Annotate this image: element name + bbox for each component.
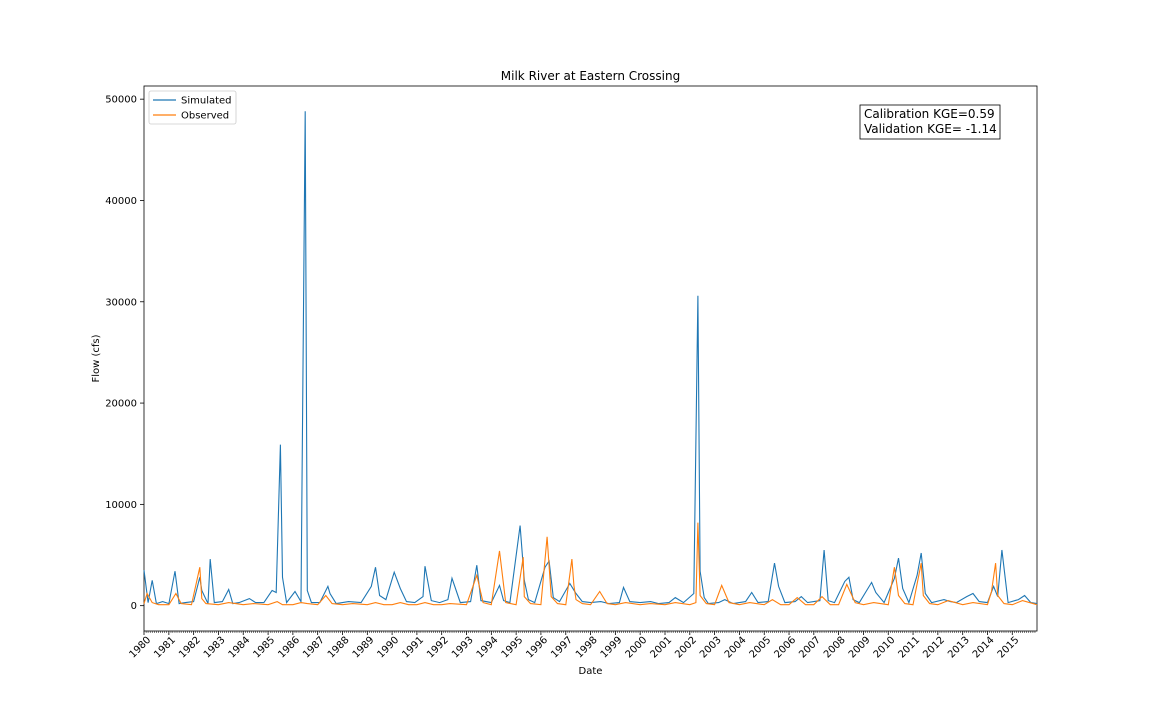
x-tick-label: 1981 — [152, 635, 178, 661]
x-tick-label: 1982 — [177, 635, 203, 661]
x-tick-label: 2004 — [723, 635, 749, 661]
x-tick-label: 1988 — [326, 635, 352, 661]
x-tick-label: 1992 — [425, 635, 451, 661]
x-tick-label: 2015 — [996, 635, 1022, 661]
x-tick-label: 2001 — [648, 635, 674, 661]
x-tick-label: 2003 — [698, 635, 724, 661]
x-tick-label: 1989 — [351, 635, 377, 661]
series-layer — [143, 111, 1038, 606]
x-tick-label: 2012 — [921, 635, 947, 661]
x-tick-label: 2002 — [673, 635, 699, 661]
x-tick-label: 1991 — [400, 635, 426, 661]
x-tick-label: 1996 — [524, 635, 550, 661]
x-tick-label: 1995 — [500, 635, 526, 661]
y-tick-label: 40000 — [105, 196, 137, 207]
kge-annotation-box — [859, 104, 1001, 140]
y-tick-label: 20000 — [105, 399, 137, 410]
x-tick-label: 1984 — [227, 635, 253, 661]
x-tick-label: 1986 — [276, 635, 302, 661]
x-axis: 1980 1981 1982 1983 1984 1985 1986 1987 1988 1989… — [127, 631, 1036, 661]
x-tick-label: 1987 — [301, 635, 327, 661]
x-tick-label: 1985 — [252, 635, 278, 661]
x-tick-label: 1994 — [475, 635, 501, 661]
chart-title: Milk River at Eastern Crossing — [501, 69, 680, 83]
legend-entry-observed: Observed — [181, 111, 229, 122]
x-tick-label: 2014 — [971, 635, 997, 661]
x-tick-label: 2008 — [822, 635, 848, 661]
x-axis-label: Date — [579, 666, 603, 677]
legend-entry-simulated: Simulated — [181, 96, 232, 107]
legend-box — [148, 90, 237, 125]
y-tick-label: 30000 — [105, 297, 137, 308]
x-tick-label: 1983 — [202, 635, 228, 661]
y-tick-label: 10000 — [105, 500, 137, 511]
y-axis: 0 10000 20000 30000 40000 50000 — [105, 95, 144, 612]
series-line-observed — [143, 522, 1038, 606]
calibration-kge-text: Calibration KGE=0.59 — [864, 107, 995, 121]
x-tick-label: 2011 — [896, 635, 922, 661]
x-tick-label: 2013 — [946, 635, 972, 661]
x-tick-label: 1980 — [127, 635, 153, 661]
y-tick-label: 0 — [131, 601, 137, 612]
x-tick-label: 2007 — [797, 635, 823, 661]
x-tick-label: 2005 — [748, 635, 774, 661]
y-axis-label: Flow (cfs) — [91, 334, 102, 382]
kge-annotation: Calibration KGE=0.59 Validation KGE= -1.… — [859, 104, 1001, 140]
legend: Simulated Observed — [148, 90, 237, 125]
x-tick-label: 2010 — [872, 635, 898, 661]
x-tick-label: 1990 — [376, 635, 402, 661]
validation-kge-text: Validation KGE= -1.14 — [864, 122, 997, 136]
x-tick-label: 2000 — [624, 635, 650, 661]
x-tick-label: 1999 — [599, 635, 625, 661]
x-tick-label: 1993 — [450, 635, 476, 661]
x-tick-label: 1997 — [549, 635, 575, 661]
x-tick-label: 2006 — [772, 635, 798, 661]
plot-area — [143, 85, 1038, 632]
x-tick-label: 2009 — [847, 635, 873, 661]
y-tick-label: 50000 — [105, 95, 137, 106]
x-tick-label: 1998 — [574, 635, 600, 661]
